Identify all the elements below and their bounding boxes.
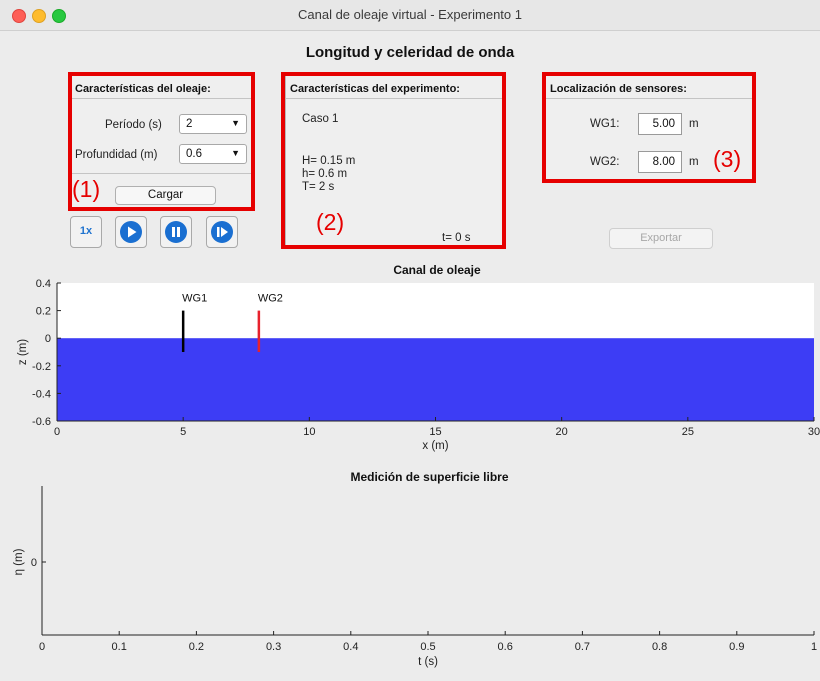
period-select-value: 2 bbox=[186, 118, 193, 130]
pause-icon bbox=[165, 221, 187, 243]
x-tick-label: 0.4 bbox=[343, 641, 358, 653]
y-tick-label: 0 bbox=[45, 333, 51, 345]
x-axis-title: t (s) bbox=[418, 656, 438, 668]
wg2-unit: m bbox=[689, 156, 699, 168]
play-icon bbox=[120, 221, 142, 243]
x-tick-label: 5 bbox=[180, 426, 186, 438]
experiment-characteristics-panel: Características del experimento: Caso 1 … bbox=[285, 74, 505, 248]
speed-button[interactable]: 1x bbox=[70, 216, 102, 248]
load-button[interactable]: Cargar bbox=[115, 186, 216, 205]
y-axis-title: z (m) bbox=[17, 339, 29, 365]
x-tick-label: 0.1 bbox=[112, 641, 127, 653]
x-tick-label: 0.2 bbox=[189, 641, 204, 653]
pause-button[interactable] bbox=[160, 216, 192, 248]
x-tick-label: 0.9 bbox=[729, 641, 744, 653]
depth-select[interactable]: 0.6 ▼ bbox=[179, 144, 247, 164]
x-tick-label: 0.5 bbox=[420, 641, 435, 653]
wg1-unit: m bbox=[689, 118, 699, 130]
step-forward-icon bbox=[211, 221, 233, 243]
x-tick-label: 30 bbox=[808, 426, 820, 438]
close-window-button[interactable] bbox=[12, 9, 26, 23]
x-tick-label: 0 bbox=[54, 426, 60, 438]
free-surface-chart: 0 0.1 0.2 0.3 0.4 0.5 0.6 0.7 0.8 0.9 1 0 t (s) η (m) bbox=[13, 486, 817, 668]
x-tick-label: 0 bbox=[39, 641, 45, 653]
x-tick-label: 0.6 bbox=[498, 641, 513, 653]
highlight-box-sensors bbox=[542, 72, 756, 183]
wave-panel-title: Características del oleaje: bbox=[75, 83, 211, 95]
channel-chart-title: Canal de oleaje bbox=[393, 263, 481, 277]
y-tick-label: -0.4 bbox=[32, 388, 51, 400]
sensor-wg1-label: WG1 bbox=[182, 293, 207, 305]
wave-channel-chart: WG1 WG2 0 5 10 15 20 25 30 0.4 0.2 0 -0.2 -0.4 -0.6 x (… bbox=[17, 278, 820, 452]
marker-3: (3) bbox=[713, 146, 742, 172]
x-tick-label: 1 bbox=[811, 641, 817, 653]
maximize-window-button[interactable] bbox=[52, 9, 66, 23]
export-button[interactable]: Exportar bbox=[609, 228, 713, 249]
x-tick-label: 15 bbox=[429, 426, 441, 438]
sensor-panel-divider bbox=[546, 98, 755, 99]
step-forward-button[interactable] bbox=[206, 216, 238, 248]
y-axis-title: η (m) bbox=[13, 548, 25, 575]
highlight-box-experiment bbox=[281, 72, 506, 249]
minimize-window-button[interactable] bbox=[32, 9, 46, 23]
sensor-panel-title: Localización de sensores: bbox=[550, 83, 687, 95]
depth-select-value: 0.6 bbox=[186, 148, 202, 160]
wg1-label: WG1: bbox=[590, 118, 620, 130]
y-tick-label: 0.2 bbox=[36, 306, 51, 318]
wave-height-text: H= 0.15 m bbox=[302, 155, 356, 167]
depth-text: h= 0.6 m bbox=[302, 168, 348, 180]
play-button[interactable] bbox=[115, 216, 147, 248]
window-title: Canal de oleaje virtual - Experimento 1 bbox=[297, 7, 522, 22]
x-tick-label: 10 bbox=[303, 426, 315, 438]
x-tick-label: 25 bbox=[682, 426, 694, 438]
highlight-box-wave bbox=[68, 72, 255, 211]
wg1-position-input[interactable]: 5.00 bbox=[638, 113, 682, 135]
experiment-panel-title: Características del experimento: bbox=[290, 83, 460, 95]
y-tick-label: 0 bbox=[31, 557, 37, 569]
chevron-down-icon: ▼ bbox=[231, 118, 240, 128]
speed-label: 1x bbox=[79, 225, 93, 237]
y-tick-label: 0.4 bbox=[36, 278, 51, 290]
x-tick-label: 0.7 bbox=[575, 641, 590, 653]
period-select[interactable]: 2 ▼ bbox=[179, 114, 247, 134]
surface-chart-title: Medición de superficie libre bbox=[350, 470, 509, 484]
x-axis-title: x (m) bbox=[422, 440, 448, 452]
chevron-down-icon: ▼ bbox=[231, 148, 240, 158]
experiment-panel-divider bbox=[286, 98, 504, 99]
x-tick-label: 0.8 bbox=[652, 641, 667, 653]
wg2-label: WG2: bbox=[590, 156, 620, 168]
depth-label: Profundidad (m) bbox=[75, 149, 158, 161]
wave-panel-divider bbox=[71, 98, 253, 99]
case-label: Caso 1 bbox=[302, 113, 339, 125]
page-title: Longitud y celeridad de onda bbox=[305, 44, 515, 61]
time-readout: t= 0 s bbox=[442, 232, 471, 244]
period-text: T= 2 s bbox=[302, 181, 335, 193]
y-tick-label: -0.6 bbox=[32, 416, 51, 428]
wg2-position-input[interactable]: 8.00 bbox=[638, 151, 682, 173]
marker-2: (2) bbox=[316, 209, 345, 235]
wave-panel-divider-bottom bbox=[71, 173, 253, 174]
x-tick-label: 20 bbox=[556, 426, 568, 438]
marker-1: (1) bbox=[72, 176, 101, 202]
x-tick-label: 0.3 bbox=[266, 641, 281, 653]
window-titlebar: Canal de oleaje virtual - Experimento 1 bbox=[0, 0, 820, 31]
period-label: Período (s) bbox=[105, 119, 162, 131]
sensor-wg2-label: WG2 bbox=[258, 293, 283, 305]
water-body bbox=[57, 338, 814, 421]
y-tick-label: -0.2 bbox=[32, 361, 51, 373]
